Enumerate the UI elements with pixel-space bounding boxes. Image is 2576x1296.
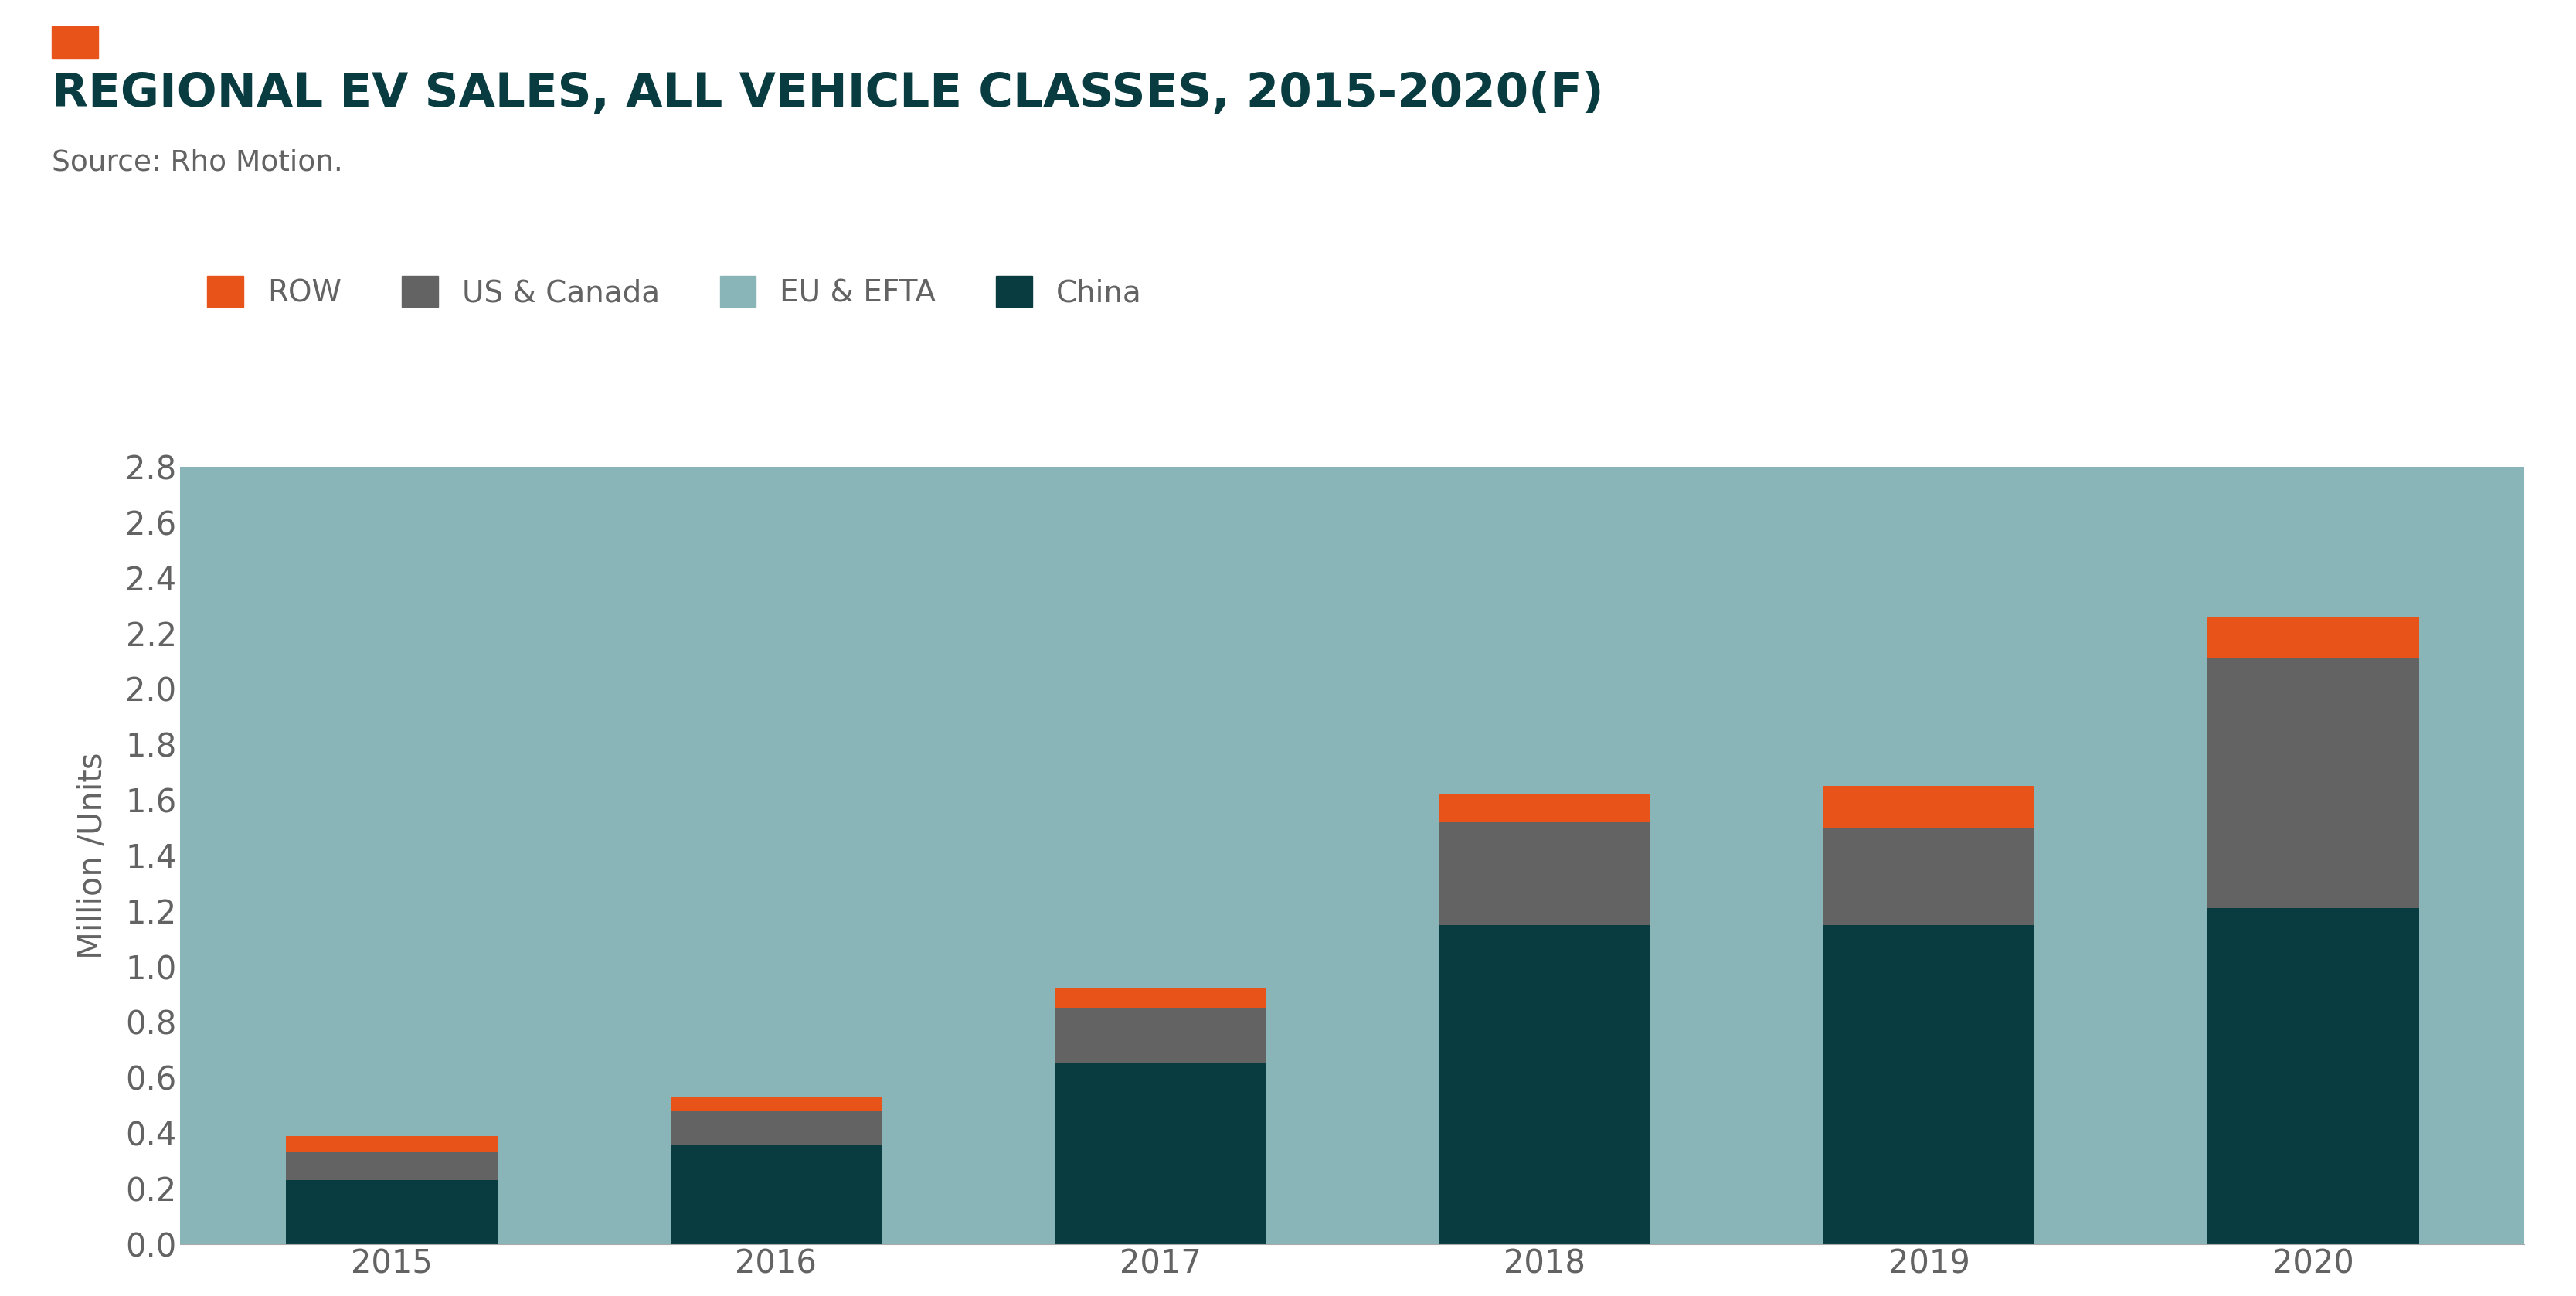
Bar — [1824, 925, 2035, 1244]
Bar — [1824, 828, 2035, 925]
Bar — [670, 467, 881, 1096]
Bar — [286, 1135, 497, 1152]
Bar — [2208, 467, 2419, 617]
Bar — [670, 1111, 881, 1144]
Bar — [670, 1096, 881, 1111]
Bar — [1054, 467, 1265, 989]
Bar — [2208, 658, 2419, 908]
Bar — [670, 1144, 881, 1244]
Bar — [2208, 908, 2419, 1244]
Bar — [286, 1181, 497, 1244]
Bar — [2208, 617, 2419, 658]
Bar — [1440, 794, 1651, 822]
Bar — [1440, 925, 1651, 1244]
Bar — [286, 467, 497, 1135]
Bar — [1824, 411, 2035, 785]
Legend: ROW, US & Canada, EU & EFTA, China: ROW, US & Canada, EU & EFTA, China — [196, 264, 1154, 320]
Text: Source: Rho Motion.: Source: Rho Motion. — [52, 149, 343, 176]
Bar — [1054, 1008, 1265, 1064]
Text: REGIONAL EV SALES, ALL VEHICLE CLASSES, 2015-2020(F): REGIONAL EV SALES, ALL VEHICLE CLASSES, … — [52, 71, 1602, 117]
Bar — [1054, 989, 1265, 1008]
Bar — [1824, 785, 2035, 828]
Y-axis label: Million /Units: Million /Units — [77, 752, 108, 959]
Bar — [286, 1152, 497, 1181]
Bar — [1440, 425, 1651, 794]
Bar — [1440, 822, 1651, 925]
Bar — [1054, 1064, 1265, 1244]
